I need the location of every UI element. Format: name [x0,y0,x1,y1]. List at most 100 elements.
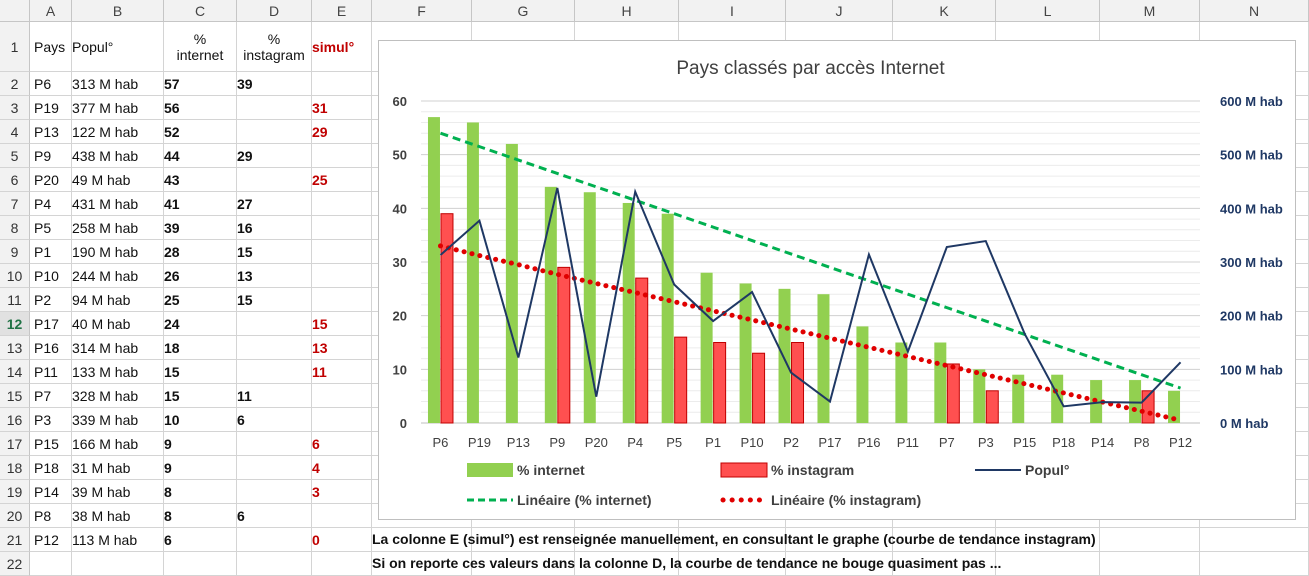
bar-internet[interactable] [701,273,713,423]
cell-b21[interactable]: 113 M hab [72,528,164,552]
column-header-b[interactable]: B [72,0,164,22]
cell-b6[interactable]: 49 M hab [72,168,164,192]
cell-b10[interactable]: 244 M hab [72,264,164,288]
cell-c7[interactable]: 41 [164,192,237,216]
cell-b19[interactable]: 39 M hab [72,480,164,504]
cell-b17[interactable]: 166 M hab [72,432,164,456]
cell-b16[interactable]: 339 M hab [72,408,164,432]
cell-c10[interactable]: 26 [164,264,237,288]
cell-m22[interactable] [1100,552,1200,576]
cell-a15[interactable]: P7 [30,384,72,408]
cell-e18[interactable]: 4 [312,456,372,480]
cell-d9[interactable]: 15 [237,240,312,264]
cell-a10[interactable]: P10 [30,264,72,288]
cell-e12[interactable]: 15 [312,312,372,336]
cell-c4[interactable]: 52 [164,120,237,144]
cell-d21[interactable] [237,528,312,552]
cell-a3[interactable]: P19 [30,96,72,120]
cell-b15[interactable]: 328 M hab [72,384,164,408]
cell-d22[interactable] [237,552,312,576]
bar-internet[interactable] [545,187,557,423]
cell-b20[interactable]: 38 M hab [72,504,164,528]
row-header-12[interactable]: 12 [0,312,30,336]
bar-internet[interactable] [740,283,752,423]
cell-c8[interactable]: 39 [164,216,237,240]
cell-a1[interactable]: Pays [30,22,72,72]
cell-e8[interactable] [312,216,372,240]
cell-c9[interactable]: 28 [164,240,237,264]
row-header-10[interactable]: 10 [0,264,30,288]
cell-a9[interactable]: P1 [30,240,72,264]
cell-d10[interactable]: 13 [237,264,312,288]
cell-b2[interactable]: 313 M hab [72,72,164,96]
cell-e14[interactable]: 11 [312,360,372,384]
cell-d11[interactable]: 15 [237,288,312,312]
bar-internet[interactable] [623,203,635,423]
bar-internet[interactable] [1051,375,1063,423]
row-header-16[interactable]: 16 [0,408,30,432]
cell-b14[interactable]: 133 M hab [72,360,164,384]
column-header-a[interactable]: A [30,0,72,22]
cell-m21[interactable] [1100,528,1200,552]
cell-e7[interactable] [312,192,372,216]
bar-instagram[interactable] [986,391,998,423]
row-header-3[interactable]: 3 [0,96,30,120]
cell-b18[interactable]: 31 M hab [72,456,164,480]
cell-b1[interactable]: Popul° [72,22,164,72]
bar-internet[interactable] [506,144,518,423]
bar-instagram[interactable] [947,364,959,423]
row-header-22[interactable]: 22 [0,552,30,576]
row-header-5[interactable]: 5 [0,144,30,168]
row-header-15[interactable]: 15 [0,384,30,408]
cell-d18[interactable] [237,456,312,480]
bar-instagram[interactable] [636,278,648,423]
cell-a17[interactable]: P15 [30,432,72,456]
column-header-d[interactable]: D [237,0,312,22]
bar-internet[interactable] [973,369,985,423]
cell-e22[interactable] [312,552,372,576]
cell-c14[interactable]: 15 [164,360,237,384]
cell-a20[interactable]: P8 [30,504,72,528]
column-header-h[interactable]: H [575,0,679,22]
cell-c5[interactable]: 44 [164,144,237,168]
cell-e15[interactable] [312,384,372,408]
cell-d12[interactable] [237,312,312,336]
row-header-1[interactable]: 1 [0,22,30,72]
cell-e9[interactable] [312,240,372,264]
select-all-corner[interactable] [0,0,30,22]
cell-d15[interactable]: 11 [237,384,312,408]
cell-e4[interactable]: 29 [312,120,372,144]
cell-c1[interactable]: % internet [164,22,237,72]
cell-d16[interactable]: 6 [237,408,312,432]
bar-instagram[interactable] [792,343,804,424]
cell-d14[interactable] [237,360,312,384]
bar-instagram[interactable] [753,353,765,423]
cell-b4[interactable]: 122 M hab [72,120,164,144]
cell-c2[interactable]: 57 [164,72,237,96]
cell-b13[interactable]: 314 M hab [72,336,164,360]
column-header-i[interactable]: I [679,0,786,22]
cell-a19[interactable]: P14 [30,480,72,504]
cell-a22[interactable] [30,552,72,576]
cell-c6[interactable]: 43 [164,168,237,192]
column-header-k[interactable]: K [893,0,996,22]
row-header-19[interactable]: 19 [0,480,30,504]
cell-e19[interactable]: 3 [312,480,372,504]
cell-e17[interactable]: 6 [312,432,372,456]
cell-b7[interactable]: 431 M hab [72,192,164,216]
cell-e5[interactable] [312,144,372,168]
column-header-n[interactable]: N [1200,0,1309,22]
row-header-8[interactable]: 8 [0,216,30,240]
column-header-l[interactable]: L [996,0,1100,22]
cell-d19[interactable] [237,480,312,504]
cell-c16[interactable]: 10 [164,408,237,432]
cell-d6[interactable] [237,168,312,192]
cell-l22[interactable] [996,552,1100,576]
cell-a21[interactable]: P12 [30,528,72,552]
bar-internet[interactable] [662,214,674,423]
cell-e3[interactable]: 31 [312,96,372,120]
cell-d7[interactable]: 27 [237,192,312,216]
cell-c12[interactable]: 24 [164,312,237,336]
row-header-6[interactable]: 6 [0,168,30,192]
